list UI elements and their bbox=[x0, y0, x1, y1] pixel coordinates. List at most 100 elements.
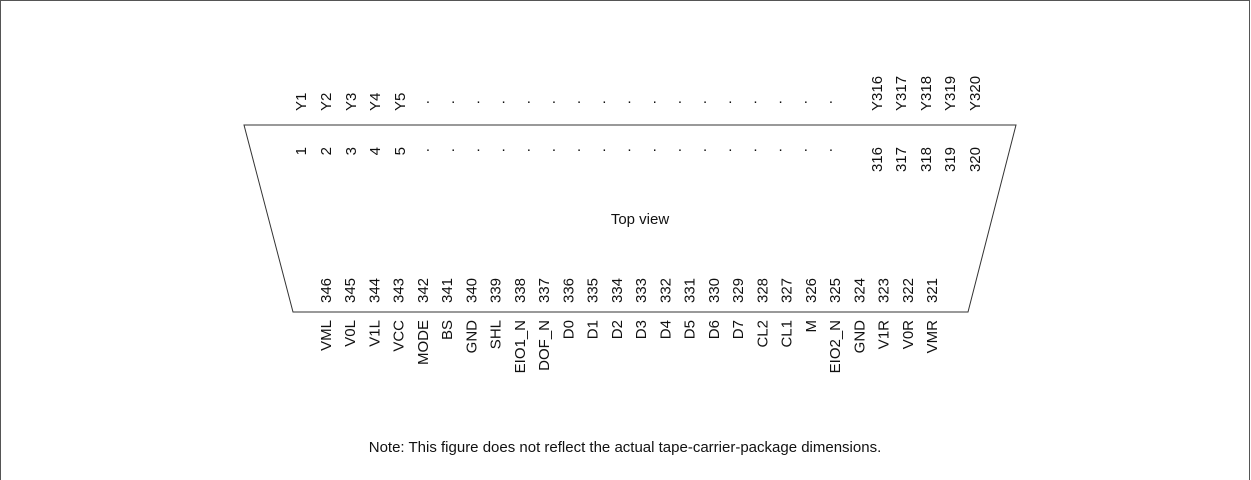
bottom-signal-label: M bbox=[803, 320, 820, 333]
ellipsis-dot: . bbox=[577, 138, 581, 155]
ellipsis-dot: . bbox=[653, 90, 657, 107]
ellipsis-dot: . bbox=[627, 90, 631, 107]
bottom-pin-number: 324 bbox=[851, 278, 868, 303]
bottom-pin-number: 345 bbox=[342, 278, 359, 303]
bottom-pin-number: 323 bbox=[876, 278, 893, 303]
bottom-pin-number: 339 bbox=[488, 278, 505, 303]
ellipsis-dot: . bbox=[451, 138, 455, 155]
ellipsis-dot: . bbox=[502, 90, 506, 107]
package-outline bbox=[243, 124, 1017, 313]
bottom-signal-label: MODE bbox=[415, 320, 432, 365]
bottom-pin-number: 330 bbox=[706, 278, 723, 303]
ellipsis-dot: . bbox=[502, 138, 506, 155]
top-pin-number: 4 bbox=[367, 147, 384, 155]
package-label: Top view bbox=[611, 211, 670, 228]
bottom-pin-number: 325 bbox=[827, 278, 844, 303]
bottom-pin-number: 328 bbox=[754, 278, 771, 303]
top-signal-ellipsis: ................. bbox=[426, 90, 833, 107]
bottom-pin-numbers: 346 345 344 343 342 341 340 339 338 337 336 335 334 3… bbox=[318, 278, 941, 303]
bottom-pin-number: 341 bbox=[439, 278, 456, 303]
bottom-signal-label: D4 bbox=[657, 320, 674, 339]
ellipsis-dot: . bbox=[602, 138, 606, 155]
ellipsis-dot: . bbox=[804, 90, 808, 107]
bottom-signal-label: EIO1_N bbox=[512, 320, 529, 373]
ellipsis-dot: . bbox=[602, 90, 606, 107]
bottom-signal-label: D7 bbox=[730, 320, 747, 339]
bottom-pin-number: 322 bbox=[900, 278, 917, 303]
ellipsis-dot: . bbox=[678, 90, 682, 107]
top-signal-label: Y2 bbox=[318, 93, 335, 111]
top-signal-label: Y1 bbox=[293, 93, 310, 111]
bottom-signal-label: V1L bbox=[367, 320, 384, 347]
bottom-pin-number: 327 bbox=[779, 278, 796, 303]
ellipsis-dot: . bbox=[527, 138, 531, 155]
bottom-signal-label: D6 bbox=[706, 320, 723, 339]
ellipsis-dot: . bbox=[653, 138, 657, 155]
top-pin-ellipsis: ................. bbox=[426, 138, 833, 155]
top-pin-number: 318 bbox=[918, 147, 935, 172]
bottom-signal-label: V1R bbox=[876, 320, 893, 349]
bottom-signal-label: SHL bbox=[488, 320, 505, 349]
bottom-pin-number: 331 bbox=[682, 278, 699, 303]
top-signal-label: Y3 bbox=[343, 93, 360, 111]
top-signal-label: Y317 bbox=[893, 76, 910, 111]
bottom-signal-label: BS bbox=[439, 320, 456, 340]
ellipsis-dot: . bbox=[678, 138, 682, 155]
top-pin-number: 5 bbox=[392, 147, 409, 155]
top-signal-label: Y316 bbox=[869, 76, 886, 111]
top-pin-number: 319 bbox=[942, 147, 959, 172]
top-signal-label: Y319 bbox=[942, 76, 959, 111]
ellipsis-dot: . bbox=[552, 90, 556, 107]
top-signal-labels: Y1 Y2 Y3 Y4 Y5 Y316 Y317 Y318 Y319 Y320 bbox=[293, 76, 984, 111]
bottom-pin-number: 343 bbox=[391, 278, 408, 303]
top-pin-numbers: 1 2 3 4 5 316 317 318 319 320 bbox=[293, 147, 984, 172]
bottom-pin-number: 337 bbox=[536, 278, 553, 303]
ellipsis-dot: . bbox=[829, 90, 833, 107]
bottom-pin-number: 336 bbox=[560, 278, 577, 303]
top-pin-number: 320 bbox=[967, 147, 984, 172]
top-signal-label: Y4 bbox=[367, 93, 384, 111]
bottom-signal-label: GND bbox=[851, 320, 868, 354]
ellipsis-dot: . bbox=[426, 138, 430, 155]
ellipsis-dot: . bbox=[577, 90, 581, 107]
top-signal-label: Y318 bbox=[918, 76, 935, 111]
top-pin-number: 1 bbox=[293, 147, 310, 155]
top-pin-number: 2 bbox=[318, 147, 335, 155]
ellipsis-dot: . bbox=[804, 138, 808, 155]
bottom-pin-number: 346 bbox=[318, 278, 335, 303]
bottom-pin-number: 334 bbox=[609, 278, 626, 303]
ellipsis-dot: . bbox=[829, 138, 833, 155]
bottom-pin-number: 326 bbox=[803, 278, 820, 303]
bottom-signal-labels: VML V0L V1L VCC MODE BS GND SHL EIO1_N DOF_N D0 D1 D… bbox=[318, 320, 941, 374]
bottom-pin-number: 338 bbox=[512, 278, 529, 303]
bottom-signal-label: VMR bbox=[924, 320, 941, 354]
bottom-signal-label: EIO2_N bbox=[827, 320, 844, 373]
bottom-signal-label: D3 bbox=[633, 320, 650, 339]
bottom-signal-label: VML bbox=[318, 320, 335, 351]
top-pin-number: 3 bbox=[343, 147, 360, 155]
bottom-signal-label: CL2 bbox=[754, 320, 771, 348]
bottom-pin-number: 329 bbox=[730, 278, 747, 303]
ellipsis-dot: . bbox=[753, 138, 757, 155]
top-signal-label: Y320 bbox=[967, 76, 984, 111]
bottom-pin-number: 342 bbox=[415, 278, 432, 303]
bottom-pin-number: 321 bbox=[924, 278, 941, 303]
ellipsis-dot: . bbox=[552, 138, 556, 155]
ellipsis-dot: . bbox=[476, 138, 480, 155]
top-signal-label: Y5 bbox=[392, 93, 409, 111]
ellipsis-dot: . bbox=[527, 90, 531, 107]
bottom-pin-number: 333 bbox=[633, 278, 650, 303]
bottom-signal-label: D5 bbox=[682, 320, 699, 339]
ellipsis-dot: . bbox=[703, 90, 707, 107]
bottom-signal-label: DOF_N bbox=[536, 320, 553, 371]
bottom-pin-number: 332 bbox=[657, 278, 674, 303]
ellipsis-dot: . bbox=[753, 90, 757, 107]
top-pin-number: 317 bbox=[893, 147, 910, 172]
bottom-signal-label: D0 bbox=[560, 320, 577, 339]
bottom-signal-label: CL1 bbox=[779, 320, 796, 348]
ellipsis-dot: . bbox=[703, 138, 707, 155]
bottom-signal-label: GND bbox=[463, 320, 480, 354]
bottom-pin-number: 335 bbox=[585, 278, 602, 303]
